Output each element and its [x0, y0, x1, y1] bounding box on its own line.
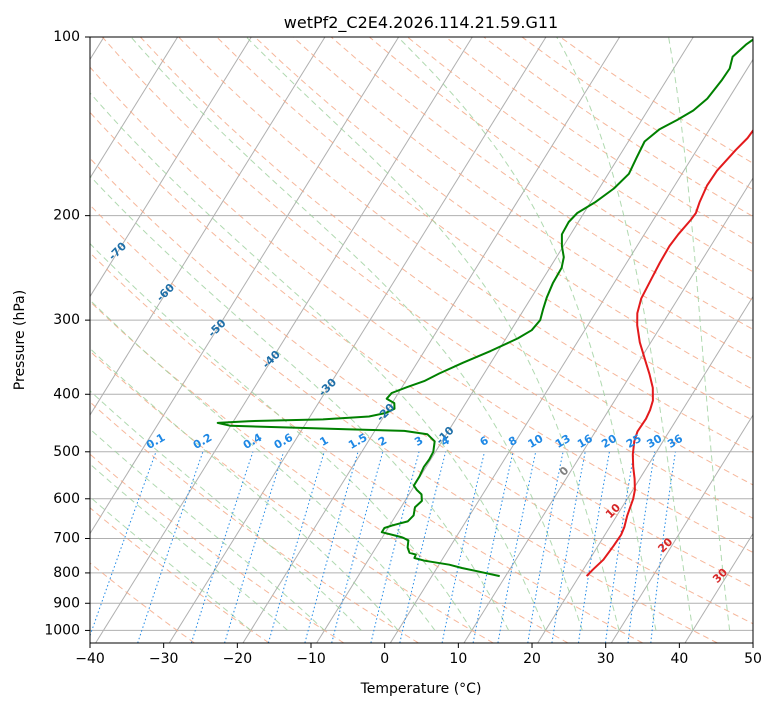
moist-adiabats	[90, 37, 731, 631]
x-tick-label: −20	[223, 651, 253, 667]
temperature-line	[585, 128, 753, 577]
y-tick-label: 400	[53, 386, 80, 402]
x-tick-label: −10	[296, 651, 326, 667]
isotherm-gridlines	[90, 37, 753, 643]
moist-adiabat-line	[397, 37, 657, 631]
mixing-ratio-line	[650, 451, 676, 643]
mixing-ratio-line	[90, 451, 157, 638]
dry-adiabat-line	[90, 300, 569, 643]
x-tick-label: −30	[149, 651, 179, 667]
profile-series	[216, 38, 753, 578]
mixing-ratio-line	[331, 451, 384, 643]
x-axis-label: Temperature (°C)	[360, 681, 482, 697]
moist-adiabat-line	[90, 299, 436, 631]
mixing-ratio-line	[267, 451, 325, 643]
mixing-ratio-line	[399, 451, 447, 643]
x-tick-label: 40	[670, 651, 688, 667]
y-tick-label: 200	[53, 208, 80, 224]
moist-adiabat-line	[90, 496, 252, 631]
dry-adiabat-line	[90, 66, 753, 554]
mixing-ratio-lines	[90, 451, 676, 643]
y-tick-label: 500	[53, 444, 80, 460]
dry-adiabat-line	[90, 157, 753, 625]
plot-frame	[89, 36, 754, 644]
isotherm-line	[90, 37, 326, 416]
dewpoint-line	[216, 38, 753, 578]
x-tick-label: 20	[523, 651, 541, 667]
dry-adiabat-line	[140, 37, 753, 486]
y-tick-label: 700	[53, 531, 80, 547]
moist-adiabat-line	[90, 347, 399, 631]
moist-adiabat-line	[90, 242, 473, 631]
dry-adiabat-line	[90, 204, 718, 643]
dry-adiabat-line	[178, 37, 753, 453]
mixing-ratio-line	[304, 451, 359, 643]
isotherm-line	[95, 37, 473, 643]
y-tick-label: 900	[53, 595, 80, 611]
mixing-ratio-line	[605, 451, 635, 643]
isotherm-line	[389, 58, 753, 643]
dry-adiabat-line	[90, 111, 753, 589]
moist-adiabat-line	[130, 37, 583, 631]
moist-adiabat-line	[556, 37, 694, 631]
y-tick-label: 1000	[44, 622, 80, 638]
y-tick-label: 800	[53, 565, 80, 581]
y-tick-label: 100	[53, 29, 80, 45]
y-tick-label: 600	[53, 491, 80, 507]
dry-adiabat-line	[101, 37, 753, 519]
x-tick-label: 50	[744, 651, 762, 667]
chart-title: wetPf2_C2E4.2026.114.21.59.G11	[284, 13, 558, 33]
isotherm-line	[463, 177, 753, 643]
dry-adiabat-line	[90, 401, 419, 643]
x-tick-label: −40	[75, 651, 105, 667]
mixing-ratio-line	[370, 451, 420, 643]
moist-adiabat-line	[245, 37, 620, 631]
dry-adiabat-line	[90, 252, 643, 643]
isotherm-line	[537, 295, 753, 643]
dry-adiabat-line	[90, 562, 195, 643]
moist-adiabat-line	[90, 463, 288, 631]
moist-adiabat-line	[90, 92, 546, 631]
moist-adiabat-line	[668, 37, 731, 631]
moist-adiabat-line	[90, 428, 325, 631]
isotherm-line	[684, 532, 753, 643]
x-tick-label: 10	[449, 651, 467, 667]
isotherm-line	[90, 37, 252, 298]
x-tick-label: 30	[597, 651, 615, 667]
mixing-ratio-line	[190, 451, 254, 643]
mixing-ratio-line	[441, 451, 485, 643]
y-axis-label: Pressure (hPa)	[12, 290, 28, 390]
y-axis-ticks: 100 200 300 400 500 600 700 800 900 1000	[44, 29, 90, 638]
mixing-ratio-line	[627, 451, 656, 643]
dry-adiabat-line	[292, 37, 753, 360]
isotherm-line	[90, 37, 179, 179]
plot-area: -100-90-80-70-60-50-40-30-20-10010203040…	[90, 37, 753, 643]
y-tick-label: 300	[53, 312, 80, 328]
isotherm-line	[610, 414, 753, 643]
mixing-ratio-line	[137, 451, 204, 643]
dry-adiabat-line	[90, 507, 270, 643]
moist-adiabat-line	[90, 175, 510, 631]
mixing-ratio-line	[224, 451, 285, 643]
x-axis-ticks: −40 −30 −20 −10 0 10 20 30 40 50	[75, 643, 762, 667]
dry-adiabat-line	[90, 350, 494, 643]
isotherm-line	[242, 37, 621, 643]
dry-adiabat-line	[90, 453, 345, 643]
dry-adiabat-line	[330, 37, 753, 330]
isotherm-line	[90, 37, 400, 535]
x-tick-label: 0	[380, 651, 389, 667]
dry-adiabats	[90, 37, 753, 643]
isotherm-line	[168, 37, 547, 643]
